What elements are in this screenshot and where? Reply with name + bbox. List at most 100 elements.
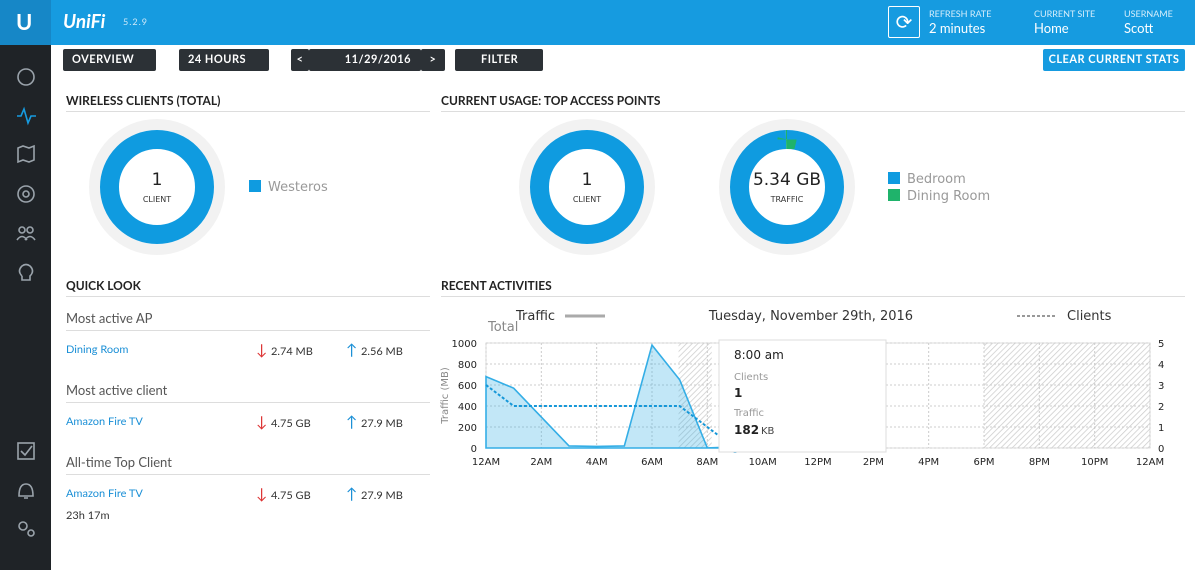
logo-icon: U	[16, 8, 33, 35]
divider	[66, 296, 430, 297]
x-tick-label: 8PM	[1029, 457, 1050, 468]
row-heading: Most active AP	[66, 310, 153, 326]
upload: 27.9 MB	[361, 417, 403, 430]
donut-unit: CLIENT	[573, 195, 601, 204]
divider	[441, 111, 1185, 112]
divider	[66, 474, 430, 475]
legend-label: Westeros	[268, 180, 328, 195]
tooltip-unit: KB	[761, 426, 775, 437]
version: 5.2.9	[123, 16, 148, 27]
down-arrow: ↓	[256, 485, 268, 503]
sidebar	[0, 45, 51, 570]
down-arrow: ↓	[256, 341, 268, 359]
no-data-region	[984, 343, 1150, 448]
donut-ring	[100, 130, 214, 244]
up-arrow: ↑	[346, 341, 358, 359]
upload: 27.9 MB	[361, 489, 403, 502]
x-tick-label: 12PM	[804, 457, 831, 468]
site-label: CURRENT SITE	[1034, 8, 1096, 19]
tooltip	[718, 339, 887, 453]
date-button[interactable]: 11/29/2016	[309, 49, 421, 71]
traffic-area	[485, 343, 736, 449]
x-tick-label: 12AM	[472, 457, 500, 468]
duration: 23h 17m	[66, 509, 110, 522]
tooltip-label: Traffic	[733, 408, 764, 419]
donut-unit: TRAFFIC	[770, 195, 804, 204]
x-tick-label: 4AM	[586, 457, 608, 468]
client-link[interactable]: Amazon Fire TV	[66, 415, 143, 428]
x-tick-label: 2AM	[530, 457, 552, 468]
clients-line	[485, 384, 736, 449]
x-tick-label: 2PM	[863, 457, 884, 468]
row-heading: All-time Top Client	[66, 454, 172, 470]
y-tick-label: 600	[458, 381, 477, 392]
filter-button[interactable]: FILTER	[455, 49, 543, 71]
x-tick-label: 6AM	[641, 457, 663, 468]
up-arrow: ↑	[346, 485, 358, 503]
y-tick-label: 200	[458, 423, 477, 434]
legend-swatch	[888, 172, 900, 184]
divider	[66, 330, 430, 331]
clear-stats-button[interactable]: CLEAR CURRENT STATS	[1043, 49, 1185, 71]
sidebar-icons	[16, 68, 36, 537]
row-heading: Most active client	[66, 382, 168, 398]
donut-value: 5.34 GB	[753, 170, 821, 190]
legend-label: Dining Room	[907, 189, 990, 204]
client-link[interactable]: Dining Room	[66, 343, 129, 356]
refresh-label: REFRESH RATE	[929, 8, 992, 19]
y2-tick-label: 1	[1158, 423, 1164, 434]
section-title: WIRELESS CLIENTS (TOTAL)	[66, 93, 221, 108]
y2-tick-label: 2	[1158, 402, 1164, 413]
y2-tick-label: 3	[1158, 381, 1164, 392]
refresh-value[interactable]: 2 minutes	[929, 20, 986, 36]
upload: 2.56 MB	[361, 345, 403, 358]
legend-swatch	[888, 189, 900, 201]
overview-button[interactable]: OVERVIEW	[63, 49, 156, 71]
legend-label: Clients	[1067, 309, 1112, 324]
refresh-button[interactable]: ⟳	[888, 6, 920, 38]
client-link[interactable]: Amazon Fire TV	[66, 487, 143, 500]
username-label: USERNAME	[1124, 8, 1173, 19]
y-tick-label: 1000	[452, 339, 477, 350]
x-tick-label: 12AM	[1136, 457, 1164, 468]
download: 4.75 GB	[271, 489, 311, 502]
tooltip-label: Clients	[734, 372, 768, 383]
x-tick-label: 10AM	[749, 457, 777, 468]
x-tick-label: 6PM	[973, 457, 994, 468]
next-button[interactable]: >	[421, 49, 445, 71]
section-title: CURRENT USAGE: TOP ACCESS POINTS	[441, 93, 661, 108]
y-tick-label: 0	[471, 444, 477, 455]
prev-button[interactable]: <	[291, 49, 309, 71]
site-value[interactable]: Home	[1034, 20, 1069, 36]
x-tick-label: 4PM	[918, 457, 939, 468]
donut-value: 1	[582, 170, 593, 190]
y2-tick-label: 0	[1158, 444, 1164, 455]
donut-value: 1	[152, 170, 163, 190]
legend-swatch	[249, 180, 261, 192]
chart-title: Tuesday, November 29th, 2016	[708, 309, 913, 324]
download: 4.75 GB	[271, 417, 311, 430]
y-axis-title: Traffic (MB)	[440, 367, 451, 425]
range-button[interactable]: 24 HOURS	[179, 49, 269, 71]
tooltip-value: 182	[734, 423, 759, 437]
y-axis-top-label: Total	[487, 320, 518, 335]
logo-box[interactable]	[0, 0, 51, 45]
up-arrow: ↑	[346, 413, 358, 431]
no-data-region	[678, 343, 712, 448]
tooltip-time: 8:00 am	[734, 348, 784, 362]
divider	[66, 402, 430, 403]
username-value[interactable]: Scott	[1124, 20, 1154, 36]
donut-ring	[530, 130, 644, 244]
legend-label: Bedroom	[907, 172, 966, 187]
brand: UniFi	[63, 10, 106, 33]
x-tick-label: 8AM	[696, 457, 718, 468]
y-tick-label: 800	[458, 360, 477, 371]
section-title: RECENT ACTIVITIES	[441, 278, 552, 293]
donut-segment	[730, 130, 844, 244]
donut-unit: CLIENT	[143, 195, 171, 204]
download: 2.74 MB	[271, 345, 313, 358]
x-tick-label: 10PM	[1081, 457, 1108, 468]
y2-tick-label: 4	[1158, 360, 1164, 371]
